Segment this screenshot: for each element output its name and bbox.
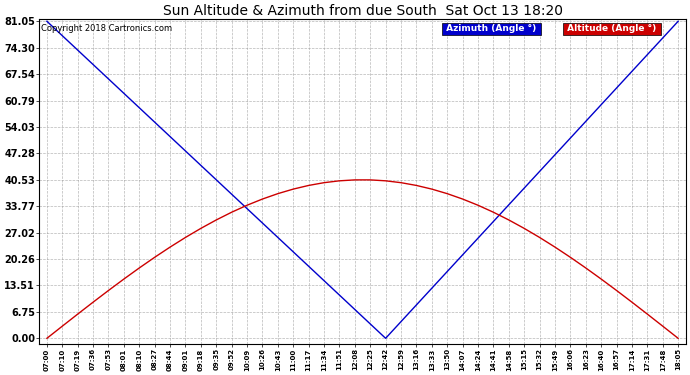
Text: Altitude (Angle °): Altitude (Angle °) — [564, 24, 660, 33]
Title: Sun Altitude & Azimuth from due South  Sat Oct 13 18:20: Sun Altitude & Azimuth from due South Sa… — [163, 4, 562, 18]
Text: Copyright 2018 Cartronics.com: Copyright 2018 Cartronics.com — [41, 24, 172, 33]
Text: Azimuth (Angle °): Azimuth (Angle °) — [444, 24, 540, 33]
